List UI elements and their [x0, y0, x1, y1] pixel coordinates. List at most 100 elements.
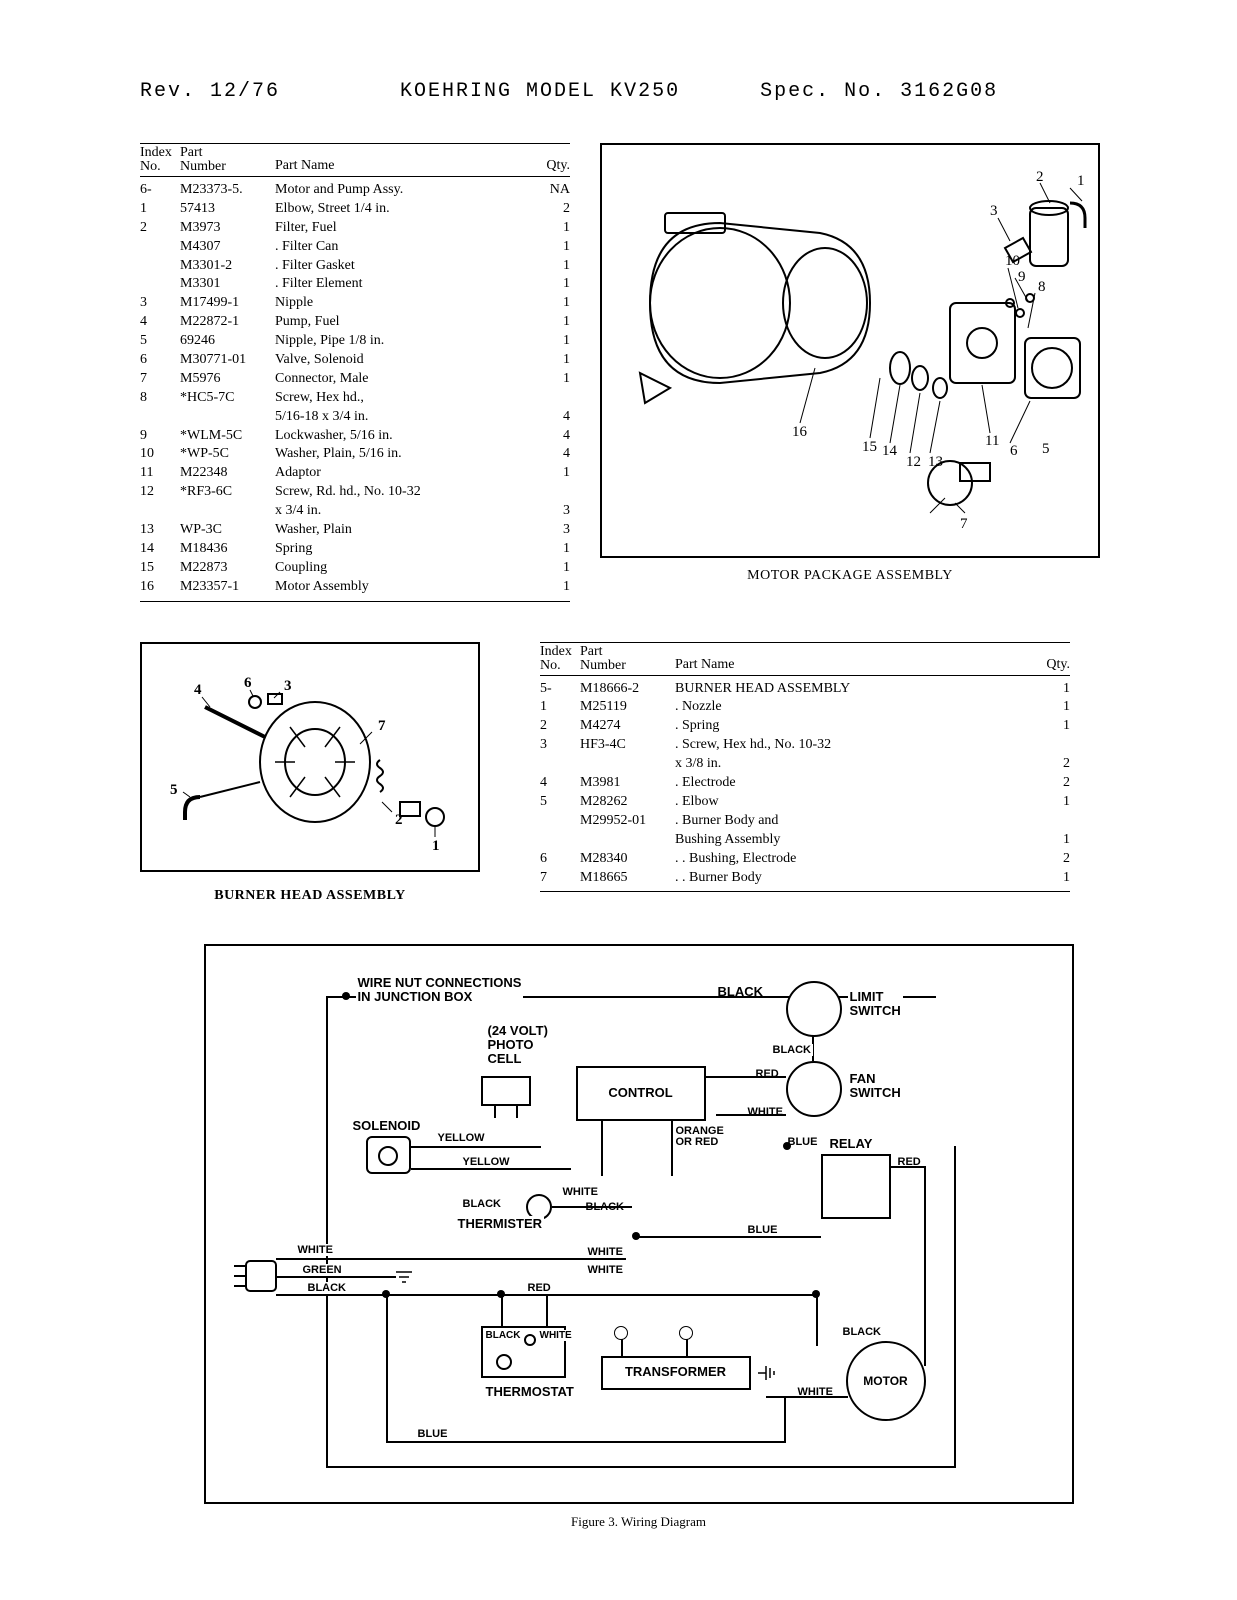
svg-text:5: 5: [1042, 441, 1050, 457]
table-row: 12*RF3-6CScrew, Rd. hd., No. 10-32: [140, 483, 570, 502]
cell-index: 13: [140, 521, 180, 540]
table-row: 569246Nipple, Pipe 1/8 in.1: [140, 332, 570, 351]
cell-partnum: M22873: [180, 559, 275, 578]
cell-partnum: *WLM-5C: [180, 427, 275, 446]
cell-qty: 1: [1030, 717, 1070, 736]
cell-index: [140, 502, 180, 521]
cell-index: 1: [540, 698, 580, 717]
cell-qty: 4: [530, 427, 570, 446]
fan-l2: SWITCH: [850, 1085, 901, 1100]
wire-yellow-1: YELLOW: [436, 1132, 487, 1144]
wire-red-3: RED: [526, 1282, 553, 1294]
wire-black-3: BLACK: [461, 1198, 504, 1210]
svg-text:13: 13: [928, 454, 943, 470]
cell-partnum: M30771-01: [180, 351, 275, 370]
table-row: 13WP-3CWasher, Plain3: [140, 521, 570, 540]
motor-svg: 1 2 3 5 6 7 8 9 10 11 12 13 14 15 16: [610, 153, 1090, 548]
cell-index: [140, 408, 180, 427]
svg-text:2: 2: [395, 812, 403, 828]
cell-partnum: M17499-1: [180, 294, 275, 313]
cell-partnum: [580, 755, 675, 774]
cell-qty: 1: [1030, 698, 1070, 717]
table-row: M3301. Filter Element1: [140, 275, 570, 294]
cell-qty: 1: [530, 313, 570, 332]
table-row: M3301-2. Filter Gasket1: [140, 257, 570, 276]
cell-partnum: 69246: [180, 332, 275, 351]
cell-partnum: M4307: [180, 238, 275, 257]
cell-qty: 1: [530, 332, 570, 351]
table-row: 9*WLM-5CLockwasher, 5/16 in.4: [140, 427, 570, 446]
cell-partnum: M3301: [180, 275, 275, 294]
wirenut-l1: WIRE NUT CONNECTIONS: [358, 975, 522, 990]
cell-qty: 1: [530, 559, 570, 578]
ground-icon: [394, 1268, 414, 1288]
control-box: CONTROL: [576, 1066, 706, 1121]
col-part-top: Part: [180, 146, 275, 160]
cell-index: 5-: [540, 680, 580, 699]
cell-name: . Screw, Hex hd., No. 10-32: [675, 736, 1030, 755]
fan-l1: FAN: [850, 1071, 876, 1086]
cell-name: Adaptor: [275, 464, 530, 483]
cell-name: . Filter Can: [275, 238, 530, 257]
cell-index: 5: [140, 332, 180, 351]
cell-qty: 2: [1030, 755, 1070, 774]
cell-name: Valve, Solenoid: [275, 351, 530, 370]
cell-partnum: M23357-1: [180, 578, 275, 597]
cell-index: 11: [140, 464, 180, 483]
cell-name: 5/16-18 x 3/4 in.: [275, 408, 530, 427]
cell-name: Nipple, Pipe 1/8 in.: [275, 332, 530, 351]
cell-partnum: [580, 831, 675, 850]
cell-index: 5: [540, 793, 580, 812]
cell-name: . Spring: [675, 717, 1030, 736]
cell-name: x 3/8 in.: [675, 755, 1030, 774]
table-row: 5/16-18 x 3/4 in.4: [140, 408, 570, 427]
cell-index: 16: [140, 578, 180, 597]
cell-index: 2: [540, 717, 580, 736]
cell-index: 6: [540, 850, 580, 869]
cell-qty: 1: [530, 275, 570, 294]
cell-index: 8: [140, 389, 180, 408]
cell-partnum: M3981: [580, 774, 675, 793]
motor-parts-table: Index No. Part Number Part Name Qty. 6-M…: [140, 143, 570, 602]
cell-name: . Elbow: [675, 793, 1030, 812]
wire-blue-3: BLUE: [416, 1428, 450, 1440]
wiring-caption: Figure 3. Wiring Diagram: [140, 1514, 1137, 1530]
cell-qty: 1: [530, 578, 570, 597]
cell-index: [540, 831, 580, 850]
cell-qty: [530, 483, 570, 502]
wire-white-4: WHITE: [586, 1246, 625, 1258]
table-row: x 3/8 in.2: [540, 755, 1070, 774]
motor-circle: MOTOR: [846, 1341, 926, 1421]
col2-index-bot: No.: [540, 659, 580, 673]
cell-partnum: M23373-5.: [180, 181, 275, 200]
cell-index: 6: [140, 351, 180, 370]
cell-index: [140, 275, 180, 294]
burner-caption: BURNER HEAD ASSEMBLY: [140, 888, 480, 904]
table-row: 15M22873Coupling1: [140, 559, 570, 578]
cell-name: . Nozzle: [675, 698, 1030, 717]
cell-partnum: HF3-4C: [580, 736, 675, 755]
svg-text:9: 9: [1018, 269, 1026, 285]
cell-partnum: [180, 502, 275, 521]
table-row: 8*HC5-7CScrew, Hex hd.,: [140, 389, 570, 408]
relay-label: RELAY: [828, 1136, 875, 1151]
cell-partnum: M18436: [180, 540, 275, 559]
cell-partnum: M18666-2: [580, 680, 675, 699]
cell-name: Lockwasher, 5/16 in.: [275, 427, 530, 446]
cell-name: Nipple: [275, 294, 530, 313]
cell-index: 2: [140, 219, 180, 238]
cell-qty: 3: [530, 502, 570, 521]
wire-blue-1: BLUE: [786, 1136, 820, 1148]
cell-qty: 4: [530, 408, 570, 427]
svg-text:3: 3: [990, 203, 998, 219]
wire-white-6: WHITE: [538, 1330, 574, 1341]
cell-index: [540, 812, 580, 831]
cell-partnum: WP-3C: [180, 521, 275, 540]
wire-black-7: BLACK: [841, 1326, 884, 1338]
table-row: M29952-01. Burner Body and: [540, 812, 1070, 831]
table-row: 14M18436Spring1: [140, 540, 570, 559]
cell-index: 7: [540, 869, 580, 888]
cell-name: Connector, Male: [275, 370, 530, 389]
cell-partnum: [180, 408, 275, 427]
svg-text:3: 3: [284, 678, 292, 694]
